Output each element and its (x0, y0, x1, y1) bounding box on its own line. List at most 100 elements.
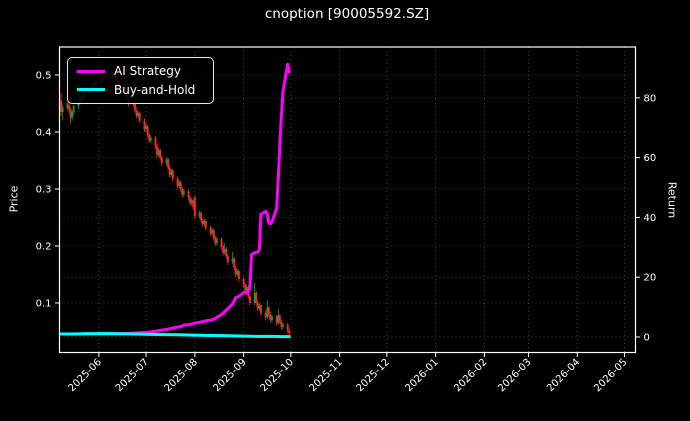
candle-body (277, 315, 280, 323)
candle-body (204, 220, 207, 228)
left-axis-label: Price (7, 185, 21, 213)
candle-body (165, 159, 168, 164)
candle-body (143, 120, 146, 130)
candle-body (178, 182, 181, 187)
candle-body (149, 137, 152, 141)
price-tick-label: 0.5 (36, 70, 52, 81)
candle-body (170, 170, 173, 175)
candle-body (275, 316, 278, 323)
legend-item-buy-and-hold: Buy-and-Hold (77, 83, 207, 97)
candle-body (168, 167, 171, 175)
x-tick-label: 2026-03 (496, 357, 533, 394)
candle-body (167, 159, 170, 168)
plot-border (58, 46, 637, 354)
x-tick-label: 2025-10 (259, 357, 296, 394)
candle-body (280, 321, 283, 327)
candle-body (72, 106, 75, 113)
x-tick-label: 2025-12 (355, 357, 392, 394)
return-tick-label: 80 (644, 93, 657, 104)
candle-body (223, 248, 226, 253)
candle-body (69, 109, 72, 118)
candle-body (264, 313, 267, 318)
candle-body (66, 104, 69, 108)
x-tick-label: 2026-01 (403, 357, 440, 394)
candle-body (234, 267, 237, 275)
candle-body (266, 307, 269, 318)
candle-body (201, 220, 204, 225)
right-axis-label: Return (665, 181, 679, 219)
x-tick-label: 2026-04 (545, 357, 582, 394)
chart-title: cnoption [90005592.SZ] (264, 6, 430, 22)
candle-body (176, 178, 179, 187)
candle-body (225, 248, 228, 257)
candle-body (156, 146, 159, 155)
candle-body (255, 292, 258, 303)
candle-body (200, 212, 203, 221)
candle-body (233, 258, 236, 268)
candle-body (148, 134, 151, 141)
price-tick-label: 0.4 (36, 127, 52, 138)
candle-body (145, 126, 148, 130)
axis-ticks (55, 74, 640, 357)
return-tick-label: 0 (644, 332, 650, 343)
candle-body (198, 212, 201, 217)
candle-body (212, 230, 215, 238)
candle-body (137, 113, 140, 117)
price-tick-label: 0.3 (36, 184, 52, 195)
candle-body (248, 296, 251, 303)
candle-body (288, 330, 291, 334)
return-tick-label: 40 (644, 213, 657, 224)
candle-body (138, 113, 141, 121)
candle-body (226, 256, 229, 262)
candle-body (159, 150, 162, 158)
legend-label-buy-and-hold: Buy-and-Hold (114, 82, 196, 97)
plot-data-layer (59, 62, 291, 339)
candle-body (220, 239, 223, 248)
candle-body (60, 100, 63, 113)
candle-body (258, 305, 261, 309)
candle-body (71, 112, 74, 118)
buy-and-hold-line (59, 332, 291, 339)
candle-body (267, 307, 270, 315)
candle-body (237, 271, 240, 280)
candle-body (154, 137, 157, 147)
candle-body (256, 302, 259, 309)
candle-body (134, 102, 136, 111)
x-tick-label: 2025-09 (211, 357, 248, 394)
ai-strategy-line (59, 62, 291, 336)
x-tick-label: 2026-05 (592, 357, 629, 394)
candle-body (181, 188, 184, 195)
candle-body (214, 237, 217, 244)
x-tick-label: 2025-11 (307, 357, 344, 394)
candle-body (231, 258, 234, 262)
x-tick-label: 2025-06 (67, 357, 104, 394)
candlestick-series (60, 69, 291, 337)
candle-body (187, 191, 190, 198)
legend: AI Strategy Buy-and-Hold (67, 57, 214, 104)
candle-body (179, 182, 182, 189)
candle-body (193, 197, 196, 217)
candle-body (244, 284, 247, 291)
candle-body (215, 239, 218, 244)
candle-body (222, 247, 225, 253)
candle-body (253, 292, 256, 303)
x-tick-label: 2026-02 (452, 357, 489, 394)
grid-lines (59, 47, 636, 353)
candle-body (160, 157, 163, 164)
candle-body (278, 315, 281, 322)
candle-body (242, 279, 245, 285)
x-tick-label: 2025-07 (114, 357, 151, 394)
candle-body (282, 324, 284, 327)
legend-label-ai-strategy: AI Strategy (114, 64, 181, 79)
return-tick-label: 20 (644, 273, 657, 284)
candle-body (61, 107, 64, 113)
candle-body (236, 271, 239, 275)
candle-body (189, 197, 192, 204)
legend-item-ai-strategy: AI Strategy (77, 64, 207, 78)
price-tick-label: 0.1 (36, 298, 52, 309)
axis-tick-labels: 2025-06 2025-07 2025-08 2025-09 2025-10 2025-… (36, 70, 657, 394)
candle-body (146, 126, 149, 135)
candle-body (77, 102, 80, 107)
candle-body (271, 316, 273, 321)
